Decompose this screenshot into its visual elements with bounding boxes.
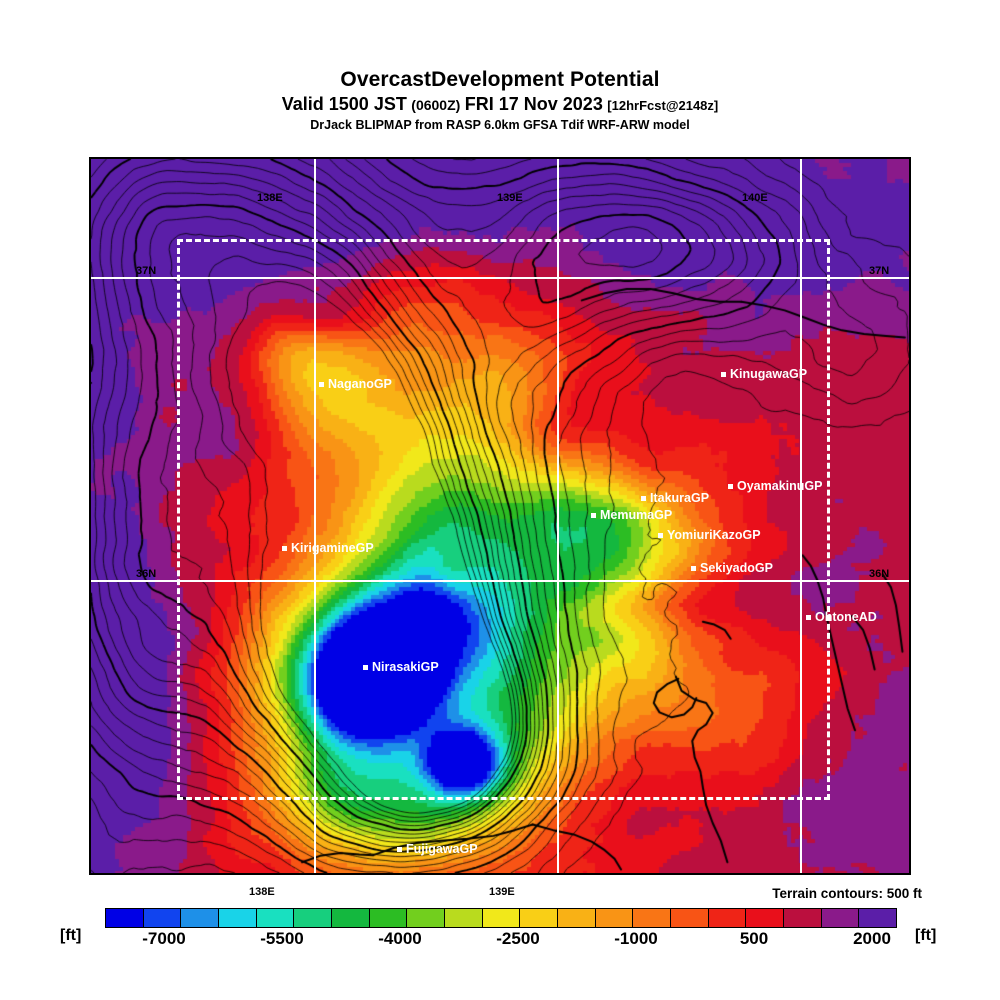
station-dot-icon [282, 545, 287, 551]
station-marker[interactable]: KirigamineGP [282, 542, 374, 554]
station-marker[interactable]: SekiyadoGP [691, 562, 773, 574]
gridline-latitude [91, 277, 909, 279]
station-dot-icon [658, 532, 663, 538]
gridline-longitude [557, 159, 559, 873]
colorbar-segment [633, 909, 672, 927]
gridline-latitude [91, 580, 909, 582]
station-label: FujigawaGP [406, 842, 478, 856]
colorbar-segment [407, 909, 446, 927]
station-label: NirasakiGP [372, 660, 439, 674]
colorbar-segment [294, 909, 333, 927]
lon-tick-bottom: 138E [249, 886, 275, 898]
lat-tick-right: 36N [869, 568, 890, 580]
colorbar-segment [746, 909, 785, 927]
colorbar-segment [671, 909, 709, 927]
colorbar-segment [595, 909, 634, 927]
map-panel[interactable]: 138E 139E 140E 37N 37N 36N 36N NaganoGP Kinugaw… [89, 157, 911, 875]
colorbar-segment [106, 909, 144, 927]
colorbar-tick: -4000 [378, 929, 422, 948]
page-title: OvercastDevelopment Potential [340, 68, 660, 91]
station-dot-icon [806, 614, 811, 620]
colorbar-segment [445, 909, 483, 927]
forecast-tag: [12hrFcst@2148z] [607, 98, 719, 113]
colorbar[interactable]: [ft] [ft] -7000 -5500 -4000 -2500 -1000 500 20… [0, 903, 1000, 963]
colorbar-segment [219, 909, 257, 927]
valid-time: Valid 1500 JST [281, 94, 407, 114]
colorbar-segment [143, 909, 182, 927]
colorbar-tick: -5500 [260, 929, 304, 948]
station-dot-icon [728, 483, 733, 489]
colorbar-segment [558, 909, 596, 927]
colorbar-segment [482, 909, 521, 927]
station-dot-icon [641, 495, 646, 501]
forecast-domain-box [177, 239, 830, 800]
lat-tick-left: 36N [136, 568, 157, 580]
station-label: KinugawaGP [730, 367, 808, 381]
colorbar-segment [520, 909, 559, 927]
lon-tick-top: 139E [497, 192, 523, 204]
colorbar-unit-right: [ft] [915, 927, 937, 944]
valid-utc: (0600Z) [411, 97, 461, 113]
station-label: MemumaGP [600, 508, 673, 522]
gridline-longitude [800, 159, 802, 873]
station-label: NaganoGP [328, 377, 392, 391]
station-label: OhtoneAD [815, 610, 877, 624]
station-label: KirigamineGP [291, 541, 374, 555]
station-label: SekiyadoGP [700, 561, 773, 575]
colorbar-segment [708, 909, 747, 927]
station-marker[interactable]: FujigawaGP [397, 843, 478, 855]
valid-line: Valid 1500 JST (0600Z) FRI 17 Nov 2023 [… [0, 93, 1000, 117]
station-marker[interactable]: KinugawaGP [721, 368, 807, 380]
station-dot-icon [691, 565, 696, 571]
lon-tick-bottom: 139E [489, 886, 515, 898]
station-label: OyamakinuGP [737, 479, 823, 493]
valid-date: FRI 17 Nov 2023 [464, 94, 603, 114]
lat-tick-right: 37N [869, 265, 890, 277]
station-marker[interactable]: NaganoGP [319, 378, 392, 390]
station-marker[interactable]: OhtoneAD [806, 611, 877, 623]
lon-tick-top: 138E [257, 192, 283, 204]
station-label: YomiuriKazoGP [667, 528, 761, 542]
station-marker[interactable]: OyamakinuGP [728, 480, 822, 492]
station-marker[interactable]: NirasakiGP [363, 661, 439, 673]
station-marker[interactable]: MemumaGP [591, 509, 672, 521]
station-dot-icon [591, 512, 596, 518]
colorbar-tick: -1000 [614, 929, 658, 948]
station-dot-icon [397, 846, 402, 852]
colorbar-tick: 2000 [853, 929, 891, 948]
colorbar-segment [256, 909, 295, 927]
model-source-line: DrJack BLIPMAP from RASP 6.0km GFSA Tdif… [310, 118, 690, 132]
lat-tick-left: 37N [136, 265, 157, 277]
station-dot-icon [319, 381, 324, 387]
station-dot-icon [363, 664, 368, 670]
colorbar-segment [784, 909, 822, 927]
colorbar-tick: -2500 [496, 929, 540, 948]
colorbar-segment [821, 909, 860, 927]
colorbar-segment [181, 909, 220, 927]
colorbar-segment [859, 909, 897, 927]
colorbar-strip[interactable] [105, 908, 897, 928]
terrain-contour-note: Terrain contours: 500 ft [772, 886, 922, 901]
gridline-longitude [314, 159, 316, 873]
station-marker[interactable]: YomiuriKazoGP [658, 529, 761, 541]
station-dot-icon [721, 371, 726, 377]
title-block: OvercastDevelopment Potential Valid 1500… [0, 68, 1000, 133]
colorbar-tick: -7000 [142, 929, 186, 948]
colorbar-segment [332, 909, 370, 927]
colorbar-unit-left: [ft] [60, 927, 82, 944]
station-marker[interactable]: ItakuraGP [641, 492, 709, 504]
colorbar-tick: 500 [739, 929, 769, 948]
colorbar-segment [369, 909, 408, 927]
station-label: ItakuraGP [650, 491, 710, 505]
lon-tick-top: 140E [742, 192, 768, 204]
